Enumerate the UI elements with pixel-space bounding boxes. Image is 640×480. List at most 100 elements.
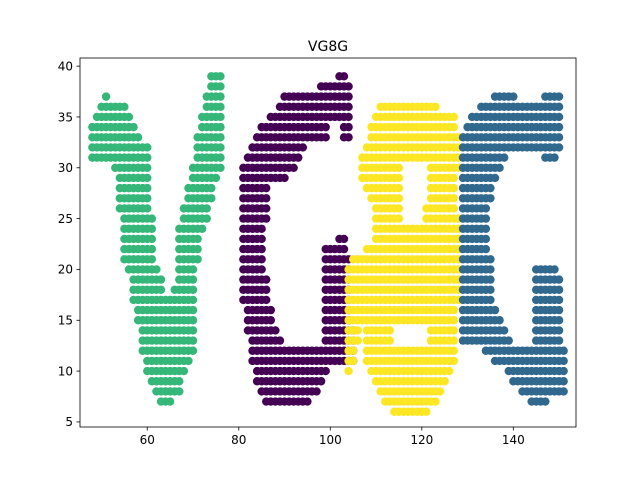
data-point [266,305,275,315]
data-point [554,133,564,142]
x-tick-label: 80 [231,433,246,447]
data-point [509,92,518,101]
data-point [184,356,193,366]
data-point [499,153,509,162]
series-0 [88,72,225,406]
data-point [490,173,500,183]
data-point [188,305,198,315]
data-point [179,366,189,376]
data-point [175,387,184,396]
x-tick-label: 140 [502,433,525,447]
data-point [554,326,564,335]
data-point [207,194,216,203]
x-tick-label: 120 [410,433,433,447]
data-point [344,92,353,101]
data-point [449,112,459,122]
data-point [499,326,509,335]
data-point [449,316,459,325]
data-point [394,204,404,213]
data-point [481,204,491,213]
data-point [486,275,495,284]
data-point [143,173,152,183]
data-point [262,295,271,305]
data-point [193,255,202,264]
data-point [559,377,568,386]
data-point [339,244,349,254]
data-point [207,183,216,193]
data-point [188,275,198,284]
data-point [554,112,564,122]
data-point [257,255,266,264]
data-point [495,163,504,172]
data-point [385,326,394,335]
data-point [449,336,459,345]
data-point [211,173,221,183]
data-point [481,244,491,254]
data-point [344,122,353,132]
data-point [353,336,362,345]
data-point [216,82,225,91]
data-point [120,102,129,111]
chart-title: VG8G [308,39,348,55]
data-point [147,255,157,264]
data-point [165,397,175,406]
data-point [216,92,225,101]
data-point [554,336,564,345]
data-point [554,122,564,132]
data-point [449,183,459,193]
y-tick-label: 40 [58,59,73,73]
data-point [298,143,308,152]
data-point [344,112,353,122]
data-point [449,305,459,315]
data-point [554,143,564,152]
data-point [321,133,330,142]
data-point [262,183,271,193]
data-point [262,214,271,223]
data-point [312,387,321,396]
data-point [490,305,500,315]
data-point [188,346,198,355]
data-point [344,102,353,111]
data-point [559,356,568,366]
data-point [257,224,266,233]
data-point [133,133,143,142]
data-point [449,204,459,213]
data-point [143,153,152,162]
data-point [321,366,330,376]
y-tick-label: 10 [58,364,73,378]
data-point [554,275,564,284]
data-point [257,244,266,254]
data-point [101,92,111,101]
data-point [431,102,440,111]
data-point [216,102,225,111]
data-point [541,397,550,406]
data-point [353,326,362,335]
data-point [303,397,312,406]
data-point [216,122,225,132]
data-point [449,122,459,132]
data-point [495,316,504,325]
data-point [440,377,449,386]
data-point [143,143,152,152]
data-point [385,336,394,345]
x-tick-label: 100 [319,433,342,447]
data-point [559,366,568,376]
data-point [257,265,266,274]
data-point [435,387,445,396]
data-point [266,316,275,325]
data-point [147,214,157,223]
y-tick-label: 25 [58,212,73,226]
data-point [449,356,459,366]
data-point [348,346,358,355]
y-tick-label: 30 [58,161,73,175]
data-point [504,336,513,345]
data-point [262,285,271,294]
data-point [321,122,330,132]
data-point [339,234,349,244]
data-point [449,346,459,355]
data-point [197,224,207,233]
plot-frame [79,57,577,428]
data-point [394,173,404,183]
data-point [294,153,303,162]
